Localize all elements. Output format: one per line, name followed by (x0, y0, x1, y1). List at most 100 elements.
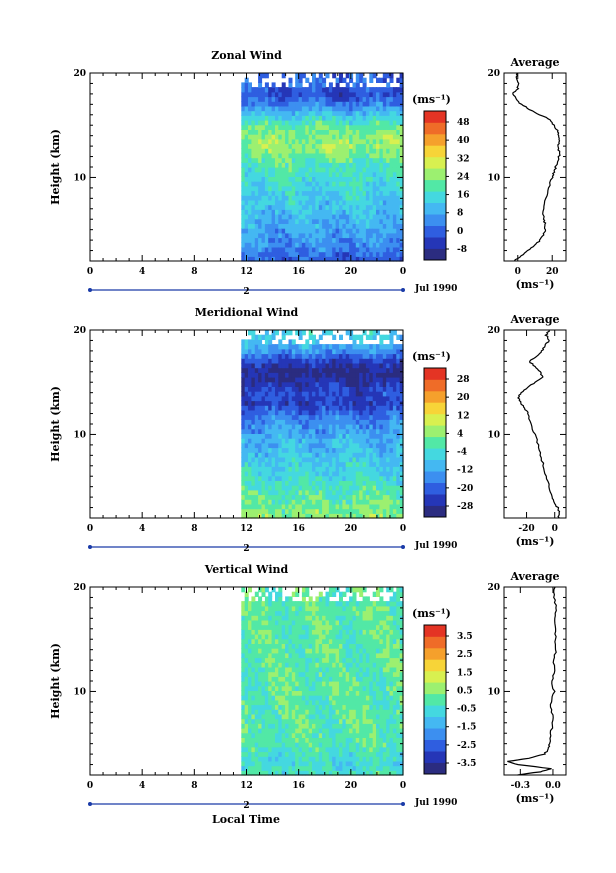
heatmap-cell (244, 456, 249, 463)
heatmap-cell (386, 475, 391, 481)
x-tick-label: 0 (87, 267, 93, 277)
heatmap-cell (392, 494, 397, 500)
heatmap-cell (392, 91, 397, 98)
heatmap-cell (349, 228, 354, 234)
heatmap-cell (399, 82, 404, 88)
heatmap-cell (339, 480, 343, 486)
heatmap-cell (315, 746, 320, 753)
heatmap-cell (322, 732, 327, 738)
heatmap-cell (301, 199, 306, 206)
heatmap-cell (379, 367, 384, 373)
heatmap-cell (308, 82, 313, 88)
heatmap-cell (285, 699, 290, 706)
heatmap-cell (352, 204, 357, 210)
heatmap-cell (382, 91, 387, 98)
heatmap-cell (345, 105, 350, 112)
heatmap-cell (275, 624, 279, 630)
heatmap-cell (258, 638, 263, 644)
heatmap-cell (349, 344, 354, 350)
heatmap-cell (318, 214, 323, 220)
heatmap-cell (399, 91, 404, 98)
heatmap-cell (305, 676, 310, 682)
heatmap-cell (386, 405, 391, 411)
heatmap-cell (258, 624, 263, 630)
heatmap-cell (392, 167, 397, 173)
heatmap-cell (339, 353, 343, 359)
heatmap-cell (301, 134, 306, 140)
heatmap-cell (251, 681, 256, 687)
heatmap-cell (268, 713, 273, 720)
heatmap-cell (244, 662, 249, 668)
heatmap-cell (335, 358, 340, 364)
heatmap-cell (315, 657, 320, 663)
heatmap-cell (261, 485, 266, 491)
heatmap-cell (285, 666, 290, 673)
heatmap-cell (318, 105, 323, 112)
heatmap-cell (312, 405, 316, 411)
heatmap-cell (369, 152, 374, 159)
heatmap-cell (376, 110, 380, 116)
heatmap-cell (264, 601, 269, 607)
heatmap-cell (244, 129, 249, 135)
heatmap-cell (295, 185, 300, 192)
heatmap-cell (261, 676, 266, 682)
heatmap-cell (285, 405, 290, 411)
heatmap-cell (386, 120, 391, 126)
heatmap-cell (359, 251, 364, 257)
heatmap-cell (275, 591, 279, 597)
heatmap-cell (298, 424, 303, 430)
heatmap-cell (244, 381, 249, 387)
heatmap-cell (301, 87, 306, 93)
heatmap-cell (335, 381, 340, 387)
heatmap-cell (359, 438, 364, 444)
heatmap-cell (355, 110, 360, 116)
heatmap-cell (372, 124, 377, 130)
heatmap-cell (345, 129, 350, 135)
heatmap-cell (399, 480, 404, 486)
heatmap-cell (308, 237, 313, 243)
heatmap-cell (362, 358, 367, 364)
heatmap-cell (248, 662, 252, 668)
heatmap-cell (251, 475, 256, 481)
heatmap-cell (305, 723, 310, 729)
heatmap-cell (399, 157, 404, 163)
heatmap-cell (288, 615, 293, 621)
heatmap-cell (345, 101, 350, 107)
heatmap-cell (345, 242, 350, 248)
heatmap-cell (308, 232, 313, 239)
heatmap-cell (251, 218, 256, 224)
heatmap-cell (241, 190, 246, 196)
heatmap-cell (298, 442, 303, 449)
heatmap-cell (248, 386, 252, 392)
heatmap-cell (352, 162, 357, 168)
heatmap-cell (264, 765, 269, 771)
heatmap-cell (389, 138, 394, 145)
heatmap-cell (376, 513, 380, 519)
heatmap-cell (335, 143, 340, 149)
heatmap-cell (382, 120, 387, 126)
heatmap-cell (389, 214, 394, 220)
heatmap-cell (339, 348, 343, 355)
heatmap-cell (295, 362, 300, 369)
heatmap-cell (382, 358, 387, 364)
heatmap-cell (355, 143, 360, 149)
heatmap-cell (318, 381, 323, 387)
heatmap-cell (322, 456, 327, 463)
heatmap-cell (285, 91, 290, 98)
heatmap-cell (291, 138, 296, 145)
heatmap-cell (285, 605, 290, 612)
heatmap-cell (254, 400, 259, 406)
heatmap-cell (308, 218, 313, 224)
heatmap-cell (241, 480, 246, 486)
heatmap-cell (295, 73, 300, 79)
heatmap-cell (298, 676, 303, 682)
heatmap-cell (359, 419, 364, 425)
heatmap-cell (322, 377, 327, 383)
heatmap-cell (305, 737, 310, 743)
heatmap-cell (285, 228, 290, 234)
heatmap-cell (318, 171, 323, 177)
heatmap-cell (399, 228, 404, 234)
heatmap-cell (291, 709, 296, 715)
heatmap-cell (322, 251, 327, 257)
